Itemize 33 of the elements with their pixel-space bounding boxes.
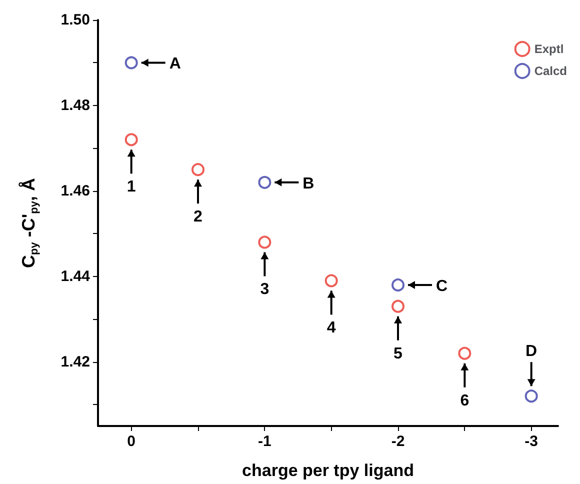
point	[124, 56, 138, 70]
annotation: D	[526, 343, 538, 360]
annotation: B	[302, 175, 314, 192]
y-tick-label: 1.42	[60, 353, 90, 370]
y-tick-label: 1.48	[60, 96, 90, 114]
annotation: 6	[460, 392, 470, 410]
point	[258, 176, 272, 189]
annotation: 5	[394, 345, 403, 362]
annotation: C	[436, 278, 448, 295]
annotation: A	[169, 56, 182, 73]
x-axis-title: charge per tpy ligand	[242, 461, 414, 480]
y-axis-title: Cpy -C'py, Å	[18, 178, 40, 268]
point	[324, 274, 338, 288]
x-tick-label: -1	[258, 433, 272, 450]
x-tick-label: 0	[127, 433, 136, 450]
annotation: 1	[126, 178, 136, 196]
y-tick-label: 1.50	[60, 12, 90, 28]
annotation: 4	[326, 320, 336, 337]
x-tick-label: -3	[524, 433, 538, 450]
point	[124, 133, 138, 146]
point	[392, 278, 404, 292]
point	[192, 163, 204, 176]
annotation: 3	[260, 281, 270, 298]
legend-label: Exptl	[534, 42, 564, 56]
annotation: 2	[194, 208, 203, 226]
point	[458, 346, 472, 360]
y-tick-label: 1.46	[60, 182, 90, 200]
point	[258, 236, 272, 249]
point	[392, 300, 404, 313]
legend-label: Calcd	[534, 64, 568, 78]
x-tick-label: -2	[391, 433, 405, 450]
point	[524, 390, 538, 403]
y-tick-label: 1.44	[60, 268, 91, 285]
